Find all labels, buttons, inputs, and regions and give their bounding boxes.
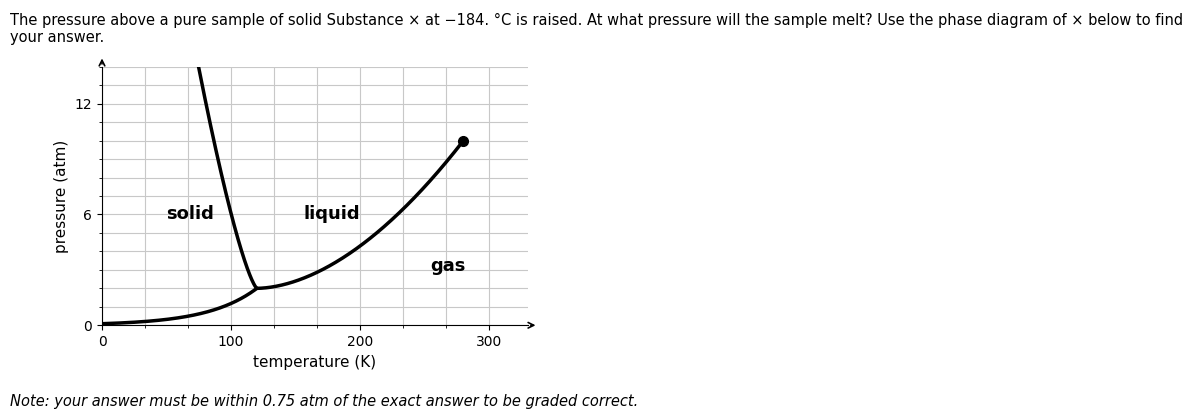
Text: solid: solid [166, 206, 214, 224]
Text: gas: gas [431, 257, 466, 275]
Text: liquid: liquid [304, 206, 360, 224]
X-axis label: temperature (K): temperature (K) [253, 354, 377, 369]
Y-axis label: pressure (atm): pressure (atm) [54, 139, 70, 253]
Text: The pressure above a pure sample of solid Substance × at −184. °C is raised. At : The pressure above a pure sample of soli… [10, 13, 1183, 45]
Text: Note: your answer must be within 0.75 atm of the exact answer to be graded corre: Note: your answer must be within 0.75 at… [10, 394, 638, 409]
